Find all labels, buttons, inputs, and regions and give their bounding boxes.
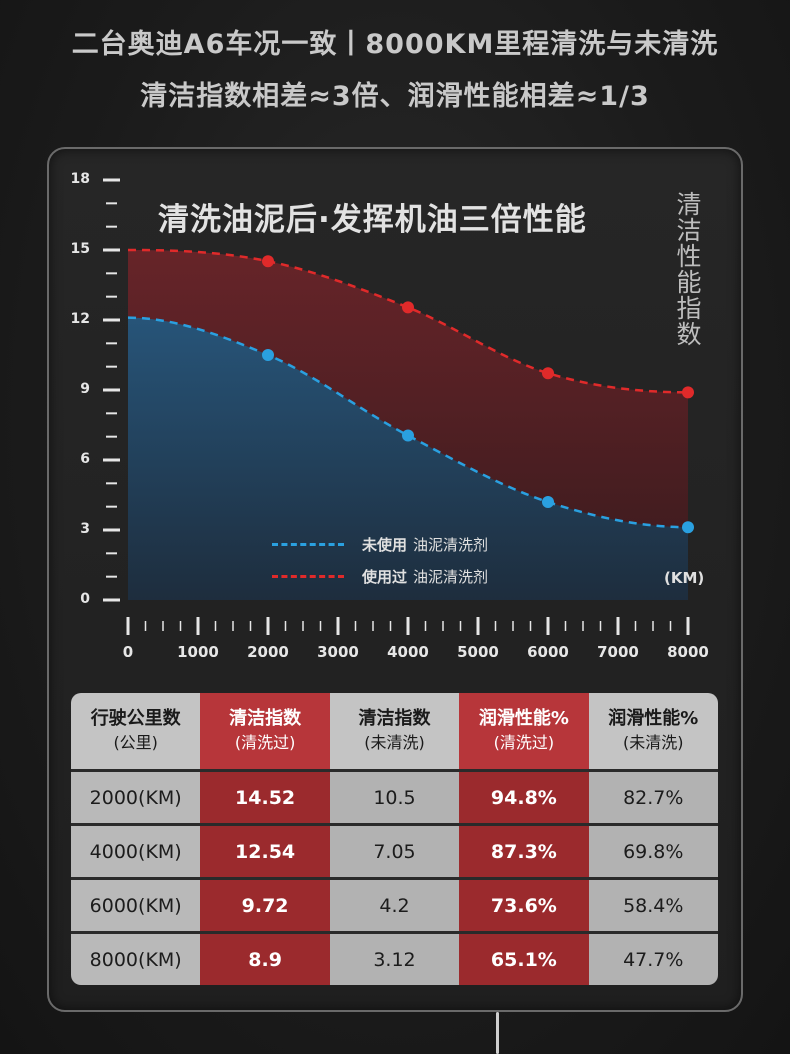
data-point	[682, 386, 694, 399]
legend-label-rest: 油泥清洗剂	[413, 568, 489, 586]
legend-swatch-unused	[272, 543, 344, 546]
table-row: 8000(KM) 8.9 3.12 65.1% 47.7%	[71, 931, 718, 985]
table-cell: 2000(KM)	[71, 769, 201, 823]
x-tick-label: 2000	[247, 643, 289, 661]
x-tick-label: 0	[122, 643, 134, 661]
table-cell: 58.4%	[588, 877, 718, 931]
data-table: 行驶公里数 (公里) 清洁指数 (清洗过) 清洁指数 (未清洗) 润滑性能% (清洗过)…	[71, 693, 718, 985]
table-row: 2000(KM) 14.52 10.5 94.8% 82.7%	[71, 769, 718, 823]
table-cell: 82.7%	[588, 769, 718, 823]
table-cell: 6000(KM)	[71, 877, 201, 931]
data-point	[542, 367, 554, 380]
series-line-0	[127, 248, 689, 394]
series-area-1	[128, 317, 688, 600]
table-cell: 8.9	[200, 931, 330, 985]
table-header-cell: 润滑性能% (未清洗)	[588, 693, 718, 769]
table-cell: 94.8%	[459, 769, 589, 823]
table-cell: 73.6%	[459, 877, 589, 931]
x-axis-unit: (KM)	[664, 569, 705, 587]
data-point	[542, 496, 554, 508]
table-cell: 10.5	[329, 769, 460, 823]
x-tick-label: 4000	[387, 643, 429, 661]
data-point	[402, 429, 414, 442]
data-point	[402, 301, 414, 314]
data-point	[682, 521, 694, 534]
table-cell: 4000(KM)	[71, 823, 201, 877]
table-header-cell: 润滑性能% (清洗过)	[459, 693, 589, 769]
y-axis-label: 清洁性能指数	[676, 190, 702, 349]
legend-item-used: 使用过 油泥清洗剂	[272, 566, 488, 587]
table-cell: 69.8%	[588, 823, 718, 877]
table-cell: 47.7%	[588, 931, 718, 985]
y-tick-label: 12	[70, 311, 90, 327]
data-point	[262, 255, 274, 268]
y-tick-label: 18	[70, 171, 90, 187]
y-tick-label: 6	[80, 451, 90, 467]
x-tick-label: 8000	[667, 643, 709, 661]
y-tick-label: 9	[80, 381, 90, 397]
y-tick-label: 3	[80, 521, 90, 537]
legend-label-bold: 使用过	[362, 568, 408, 586]
y-tick-label: 0	[80, 591, 90, 607]
legend-item-unused: 未使用 油泥清洗剂	[272, 534, 488, 555]
legend-swatch-used	[272, 575, 344, 578]
headline-1: 二台奥迪A6车况一致丨8000KM里程清洗与未清洗	[71, 29, 719, 60]
table-cell: 14.52	[200, 769, 330, 823]
table-cell: 7.05	[329, 823, 460, 877]
table-header-cell: 清洁指数 (未清洗)	[329, 693, 460, 769]
y-tick-label: 15	[70, 241, 90, 257]
table-cell: 8000(KM)	[71, 931, 201, 985]
x-tick-label: 1000	[177, 643, 219, 661]
table-cell: 65.1%	[459, 931, 589, 985]
table-cell: 12.54	[200, 823, 330, 877]
x-tick-label: 6000	[527, 643, 569, 661]
table-row: 6000(KM) 9.72 4.2 73.6% 58.4%	[71, 877, 718, 931]
chart-title: 清洗油泥后·发挥机油三倍性能	[158, 202, 587, 238]
legend-label-bold: 未使用	[362, 536, 408, 554]
legend-label-rest: 油泥清洗剂	[413, 536, 489, 554]
table-cell: 9.72	[200, 877, 330, 931]
table-row: 4000(KM) 12.54 7.05 87.3% 69.8%	[71, 823, 718, 877]
cable-decoration	[496, 1012, 499, 1054]
table-cell: 3.12	[329, 931, 460, 985]
data-point	[262, 349, 274, 361]
table-cell: 87.3%	[459, 823, 589, 877]
table-header-cell: 行驶公里数 (公里)	[71, 693, 201, 769]
headline-2: 清洁指数相差≈3倍、润滑性能相差≈1/3	[140, 81, 650, 112]
x-tick-label: 7000	[597, 643, 639, 661]
x-tick-label: 5000	[457, 643, 499, 661]
table-header-cell: 清洁指数 (清洗过)	[200, 693, 330, 769]
table-header-row: 行驶公里数 (公里) 清洁指数 (清洗过) 清洁指数 (未清洗) 润滑性能% (清洗过)…	[71, 693, 718, 769]
x-tick-label: 3000	[317, 643, 359, 661]
table-cell: 4.2	[329, 877, 460, 931]
